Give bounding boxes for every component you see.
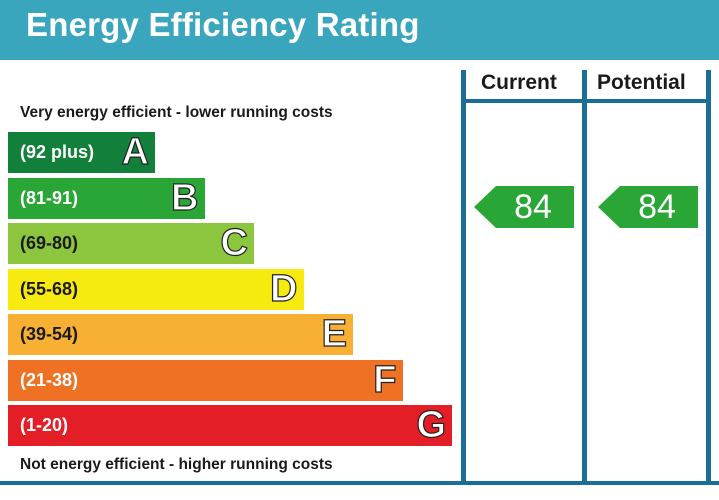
band-letter: F [373,358,397,401]
band-letter: C [220,222,249,264]
caption-bottom: Not energy efficient - higher running co… [20,456,333,473]
band-letter: B [170,176,199,219]
band-b: (81-91) B [8,176,205,219]
band-c: (69-80) C [8,223,254,264]
chart-title: Energy Efficiency Rating [26,6,420,43]
band-range-label: (1-20) [20,415,69,435]
column-current: Current [481,71,557,94]
band-range-label: (92 plus) [20,142,95,162]
band-a: (92 plus) A [8,132,155,173]
band-letter: A [121,131,150,173]
frame-line-left [461,70,466,484]
band-letter: D [269,267,298,310]
frame-line-right [706,70,711,484]
potential-rating-value: 84 [638,188,676,226]
band-d: (55-68) D [8,267,304,310]
caption-top: Very energy efficient - lower running co… [20,104,333,121]
band-f: (21-38) F [8,358,403,401]
band-g: (1-20) G [8,405,452,446]
column-potential: Potential [597,71,686,94]
header-bar: Energy Efficiency Rating [0,0,719,60]
bottom-border [0,481,719,485]
potential-rating-arrow: 84 [598,186,698,228]
current-arrow-shape [474,186,574,228]
band-range-label: (55-68) [20,278,79,299]
frame-line-middle [582,70,587,484]
band-range-label: (81-91) [20,187,79,208]
header-divider [461,99,711,103]
band-range-label: (39-54) [20,324,79,344]
band-e: (39-54) E [8,314,353,355]
potential-arrow-shape [598,186,698,228]
current-rating-value: 84 [514,188,552,226]
band-letter: E [321,313,348,355]
band-letter: G [416,404,447,446]
current-rating-arrow: 84 [474,186,574,228]
band-range-label: (21-38) [20,369,79,390]
band-range-label: (69-80) [20,233,79,253]
